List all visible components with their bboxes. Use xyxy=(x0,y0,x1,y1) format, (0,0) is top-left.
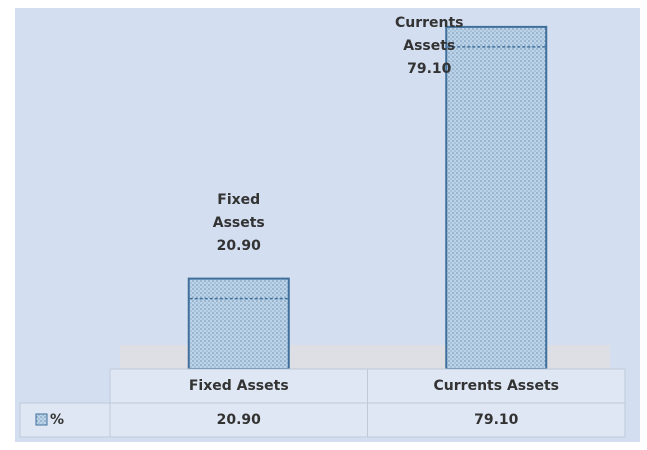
data-label: Fixed Assets 20.90 xyxy=(194,189,284,258)
x-tick-label: Currents Assets xyxy=(434,378,559,394)
data-table-value: 20.90 xyxy=(217,412,262,428)
data-label-value: 79.10 xyxy=(407,61,452,77)
data-table-bg xyxy=(19,402,626,438)
data-label-category: Fixed Assets xyxy=(212,191,265,231)
bar xyxy=(445,25,548,371)
legend-label: % xyxy=(50,412,64,428)
data-label: Currents Assets 79.10 xyxy=(384,12,474,81)
data-table-value: 79.10 xyxy=(474,412,519,428)
legend-key xyxy=(35,413,48,426)
data-label-category: Currents Assets xyxy=(394,15,464,54)
data-label-value: 20.90 xyxy=(216,237,261,254)
x-tick-label: Fixed Assets xyxy=(189,378,289,394)
bar xyxy=(187,277,290,371)
